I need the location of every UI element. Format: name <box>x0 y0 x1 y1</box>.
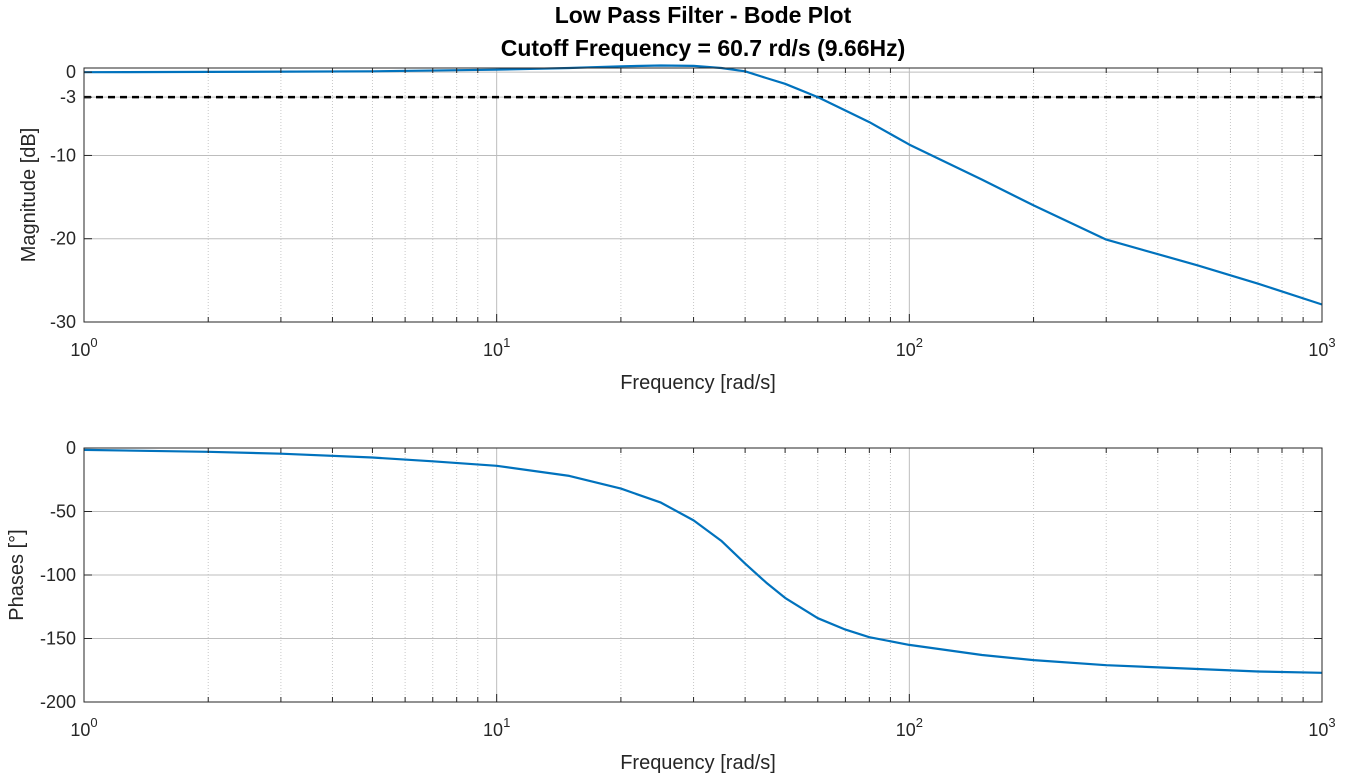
phase-x-tick-label: 100 <box>70 715 97 740</box>
phase-x-axis-label: Frequency [rad/s] <box>620 752 776 774</box>
magnitude-y-tick-label: 0 <box>66 62 76 82</box>
phase-axes: 0 -50 -100 -150 -200 100 101 102 103 Frequency [r… <box>6 438 1336 774</box>
magnitude-y-axis-label: Magnitude [dB] <box>18 128 40 263</box>
magnitude-x-tick-label: 103 <box>1308 335 1335 360</box>
magnitude-y-tick-label: -10 <box>50 145 76 165</box>
magnitude-x-axis-label: Frequency [rad/s] <box>620 372 776 394</box>
magnitude-x-tick-label: 102 <box>896 335 923 360</box>
phase-x-tick-label: 101 <box>483 715 510 740</box>
phase-y-tick-label: 0 <box>66 438 76 458</box>
magnitude-x-tick-label: 100 <box>70 335 97 360</box>
phase-y-tick-label: -50 <box>50 502 76 522</box>
magnitude-y-tick-label: -3 <box>60 87 76 107</box>
phase-y-axis-label: Phases [°] <box>6 529 28 620</box>
magnitude-axes: 0 -3 -10 -20 -30 100 101 102 103 Frequency [rad/s… <box>18 62 1336 394</box>
chart-title: Low Pass Filter - Bode Plot <box>555 2 852 28</box>
magnitude-axes-box <box>83 67 1323 323</box>
phase-x-tick-label: 102 <box>896 715 923 740</box>
phase-y-tick-label: -200 <box>40 692 76 712</box>
phase-x-tick-label: 103 <box>1308 715 1335 740</box>
phase-y-tick-label: -150 <box>40 629 76 649</box>
magnitude-plot-area <box>84 68 1322 322</box>
magnitude-y-tick-label: -20 <box>50 229 76 249</box>
magnitude-x-tick-label: 101 <box>483 335 510 360</box>
chart-subtitle: Cutoff Frequency = 60.7 rd/s (9.66Hz) <box>501 35 906 61</box>
phase-y-tick-label: -100 <box>40 565 76 585</box>
magnitude-y-tick-label: -30 <box>50 312 76 332</box>
phase-series-line <box>83 448 1323 674</box>
magnitude-series-line <box>83 64 1323 306</box>
